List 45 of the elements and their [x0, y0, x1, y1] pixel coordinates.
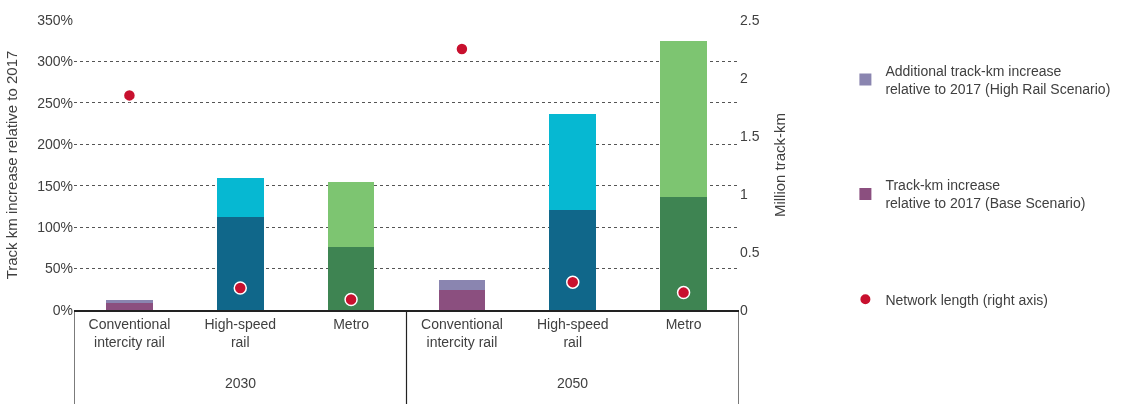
point — [122, 88, 137, 103]
bar — [438, 280, 486, 291]
point — [566, 275, 580, 289]
y2-tick-label: 0 — [740, 301, 748, 318]
bar — [327, 182, 375, 248]
y2-tick-label: 1.5 — [740, 127, 760, 144]
point — [455, 42, 469, 56]
y2-tick-label: 0.5 — [740, 243, 760, 260]
y-tick-label: 200% — [37, 136, 73, 153]
legend-label: Network length (right axis) — [885, 291, 1049, 308]
bar — [216, 217, 264, 310]
y2-axis-title: Million track-km — [770, 112, 788, 218]
point — [344, 292, 358, 307]
y-tick-label: 50% — [44, 260, 73, 277]
y-tick-label: 0% — [52, 301, 73, 318]
y2-tick-label: 2 — [740, 69, 748, 86]
bar — [660, 40, 707, 198]
y-tick-label: 150% — [37, 177, 73, 194]
bar — [106, 303, 153, 310]
y-tick-label: 350% — [37, 11, 73, 28]
text: 2030 — [225, 375, 257, 391]
bar — [438, 290, 486, 310]
point — [233, 281, 247, 295]
bar — [549, 113, 597, 210]
x-tick-label: Metro — [333, 315, 370, 332]
bar — [549, 209, 597, 310]
y2-tick-label: 2.5 — [740, 11, 760, 28]
bar — [216, 178, 264, 218]
y-axis-title: Track km increase relative to 2017 — [3, 50, 21, 280]
x-tick-label: Metro — [665, 315, 702, 332]
y-tick-label: 250% — [37, 94, 73, 111]
y-tick-label: 300% — [37, 53, 73, 70]
y2-tick-label: 1 — [740, 185, 748, 202]
point — [676, 285, 691, 300]
legend-label: Track-km increase relative to 2017 (Base Scenario) — [885, 177, 1086, 212]
bar — [660, 197, 707, 310]
x-tick-label: High-speed rail — [204, 315, 277, 350]
y-tick-label: 100% — [37, 219, 73, 236]
x-tick-label: High-speed rail — [536, 315, 609, 350]
bar — [106, 300, 153, 304]
x-tick-label: Conventional intercity rail — [421, 315, 503, 350]
legend-label: Additional track-km increase relative to 2017 (High Rail Scenario) — [885, 62, 1111, 98]
x-tick-label: Conventional intercity rail — [88, 315, 171, 350]
bar — [327, 247, 375, 310]
text: 2050 — [557, 375, 589, 391]
